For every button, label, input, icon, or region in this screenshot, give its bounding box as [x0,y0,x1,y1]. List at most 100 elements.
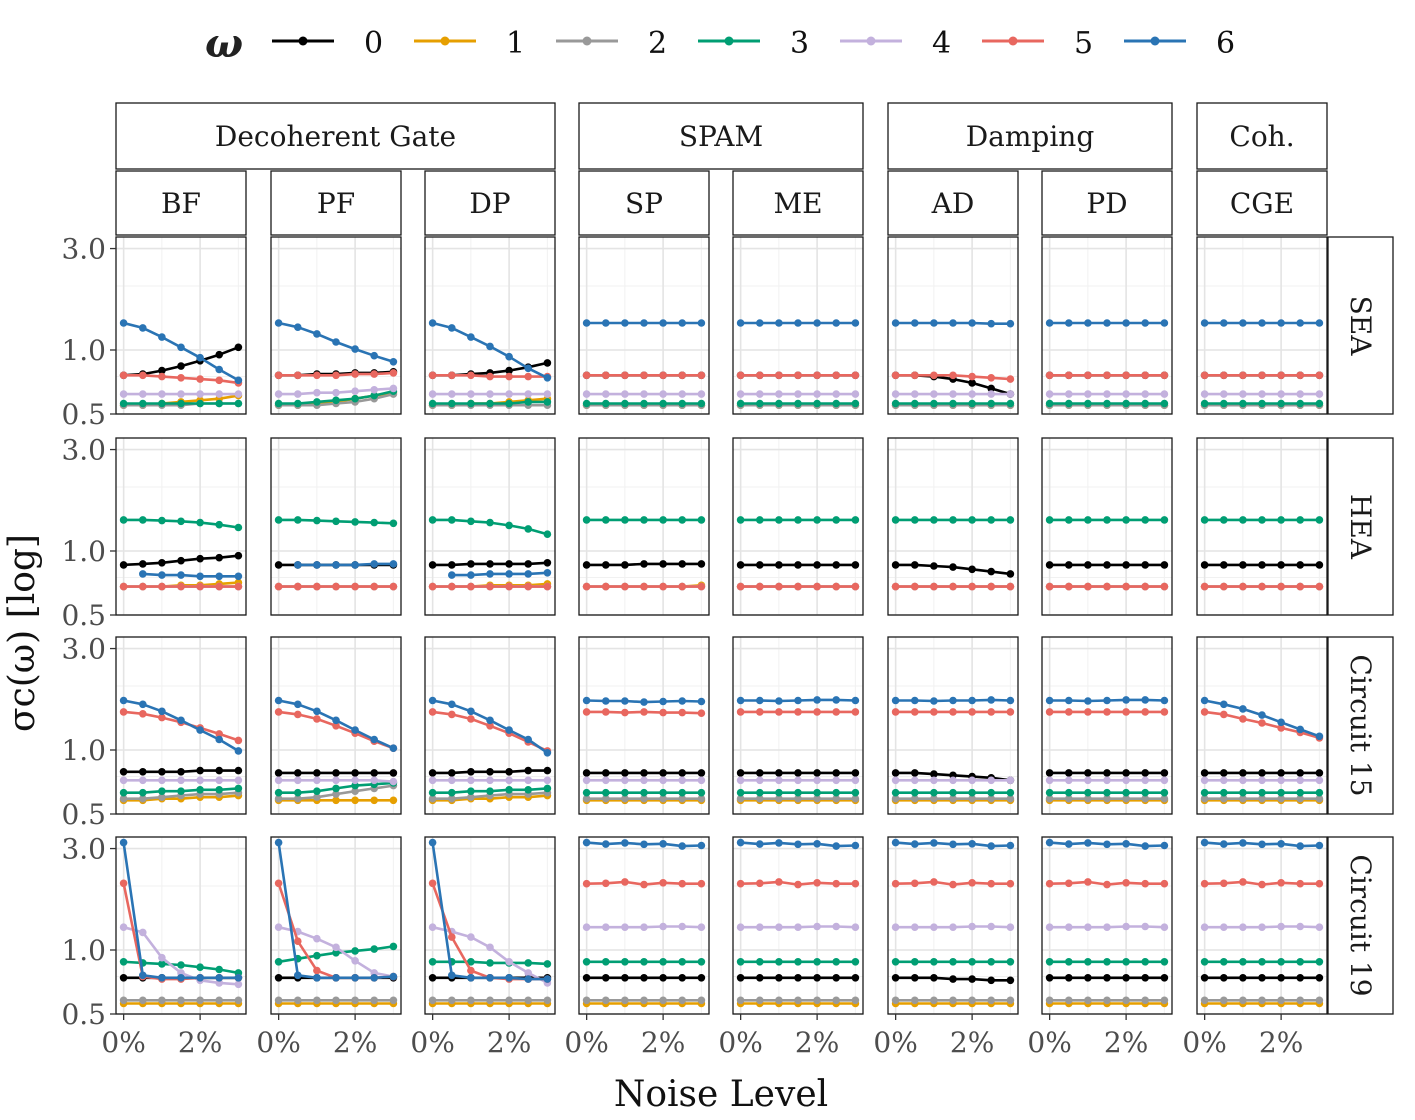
data-point-6 [678,842,686,850]
data-point-6 [1006,841,1015,850]
data-point-4 [389,777,398,786]
data-point-5 [1220,371,1228,380]
data-point-3 [756,958,764,966]
data-point-5 [486,582,494,591]
data-point-0 [370,769,379,777]
data-point-0 [486,560,494,568]
panel-series-group [891,319,1015,410]
data-point-3 [891,516,900,524]
data-point-3 [234,399,243,408]
data-point-5 [294,937,302,945]
data-point-2 [602,996,610,1005]
panel-circuit-19-bf [115,836,247,1015]
data-point-0 [274,769,283,777]
data-point-5 [1122,708,1130,716]
data-point-6 [543,749,552,757]
panel-series-group [736,838,860,1008]
data-point-0 [543,766,552,775]
data-point-3 [621,788,629,797]
data-point-0 [1122,769,1130,777]
panel-series-group [428,516,552,591]
data-point-3 [389,942,398,951]
data-point-6 [1103,696,1111,705]
data-point-3 [1122,958,1130,966]
data-point-0 [1277,769,1285,777]
data-point-3 [524,525,532,533]
data-point-5 [467,582,475,591]
data-point-6 [930,697,938,705]
data-point-3 [1006,516,1015,524]
data-point-6 [697,319,706,327]
legend-point-6 [1150,36,1160,46]
data-point-0 [949,975,957,983]
data-point-3 [332,396,340,405]
data-point-5 [930,878,938,886]
data-point-0 [1065,769,1073,777]
data-point-6 [139,324,147,332]
data-point-0 [1141,974,1149,982]
data-point-4 [448,390,456,398]
data-point-4 [949,776,957,785]
data-point-5 [621,708,629,717]
data-point-6 [543,374,552,382]
data-point-0 [1315,974,1324,982]
data-point-2 [678,794,686,803]
data-point-3 [640,788,648,797]
data-point-3 [1315,399,1324,408]
data-point-3 [930,788,938,797]
data-point-4 [621,776,629,785]
data-point-5 [1006,708,1015,716]
data-point-4 [1220,923,1228,931]
data-point-6 [389,972,398,981]
column-strip-ad [887,170,1019,236]
data-point-0 [602,561,610,569]
data-point-6 [1296,319,1304,327]
data-point-6 [215,572,223,581]
data-point-5 [215,730,223,738]
data-point-3 [332,949,340,957]
data-point-5 [832,708,840,716]
data-point-5 [640,582,648,591]
data-point-5 [911,879,919,888]
x-tick-label: 0% [564,1026,608,1059]
data-point-6 [543,569,552,577]
data-point-3 [756,399,764,408]
data-point-5 [119,708,128,716]
data-point-3 [1045,399,1054,408]
panel-border [115,236,247,415]
data-point-3 [659,399,667,408]
data-point-4 [968,390,976,398]
data-point-0 [313,769,321,777]
data-point-6 [1296,725,1304,734]
data-point-5 [294,371,302,380]
data-point-6 [659,319,667,327]
data-point-2 [389,996,398,1005]
data-point-1 [370,796,379,805]
data-point-6 [524,975,532,983]
data-point-4 [911,923,919,931]
data-point-0 [215,553,223,562]
data-point-3 [467,958,475,966]
data-point-5 [448,933,456,941]
data-point-3 [602,516,610,524]
data-point-3 [196,399,204,408]
panel-series-group [428,319,552,410]
data-point-6 [1065,696,1073,705]
data-point-5 [813,582,821,591]
data-point-6 [1065,319,1073,327]
data-point-2 [851,996,860,1005]
data-point-4 [736,923,745,931]
data-point-6 [1220,319,1228,327]
data-point-0 [467,768,475,776]
data-point-0 [582,561,591,569]
data-point-2 [1122,996,1130,1005]
data-point-5 [274,708,283,716]
panel-hea-dp [424,437,556,616]
data-point-6 [119,838,128,847]
panel-hea-ad [887,437,1019,616]
data-point-4 [158,953,166,962]
data-point-4 [1160,776,1169,785]
data-point-3 [678,516,686,524]
data-point-6 [891,696,900,705]
data-point-3 [234,523,243,532]
